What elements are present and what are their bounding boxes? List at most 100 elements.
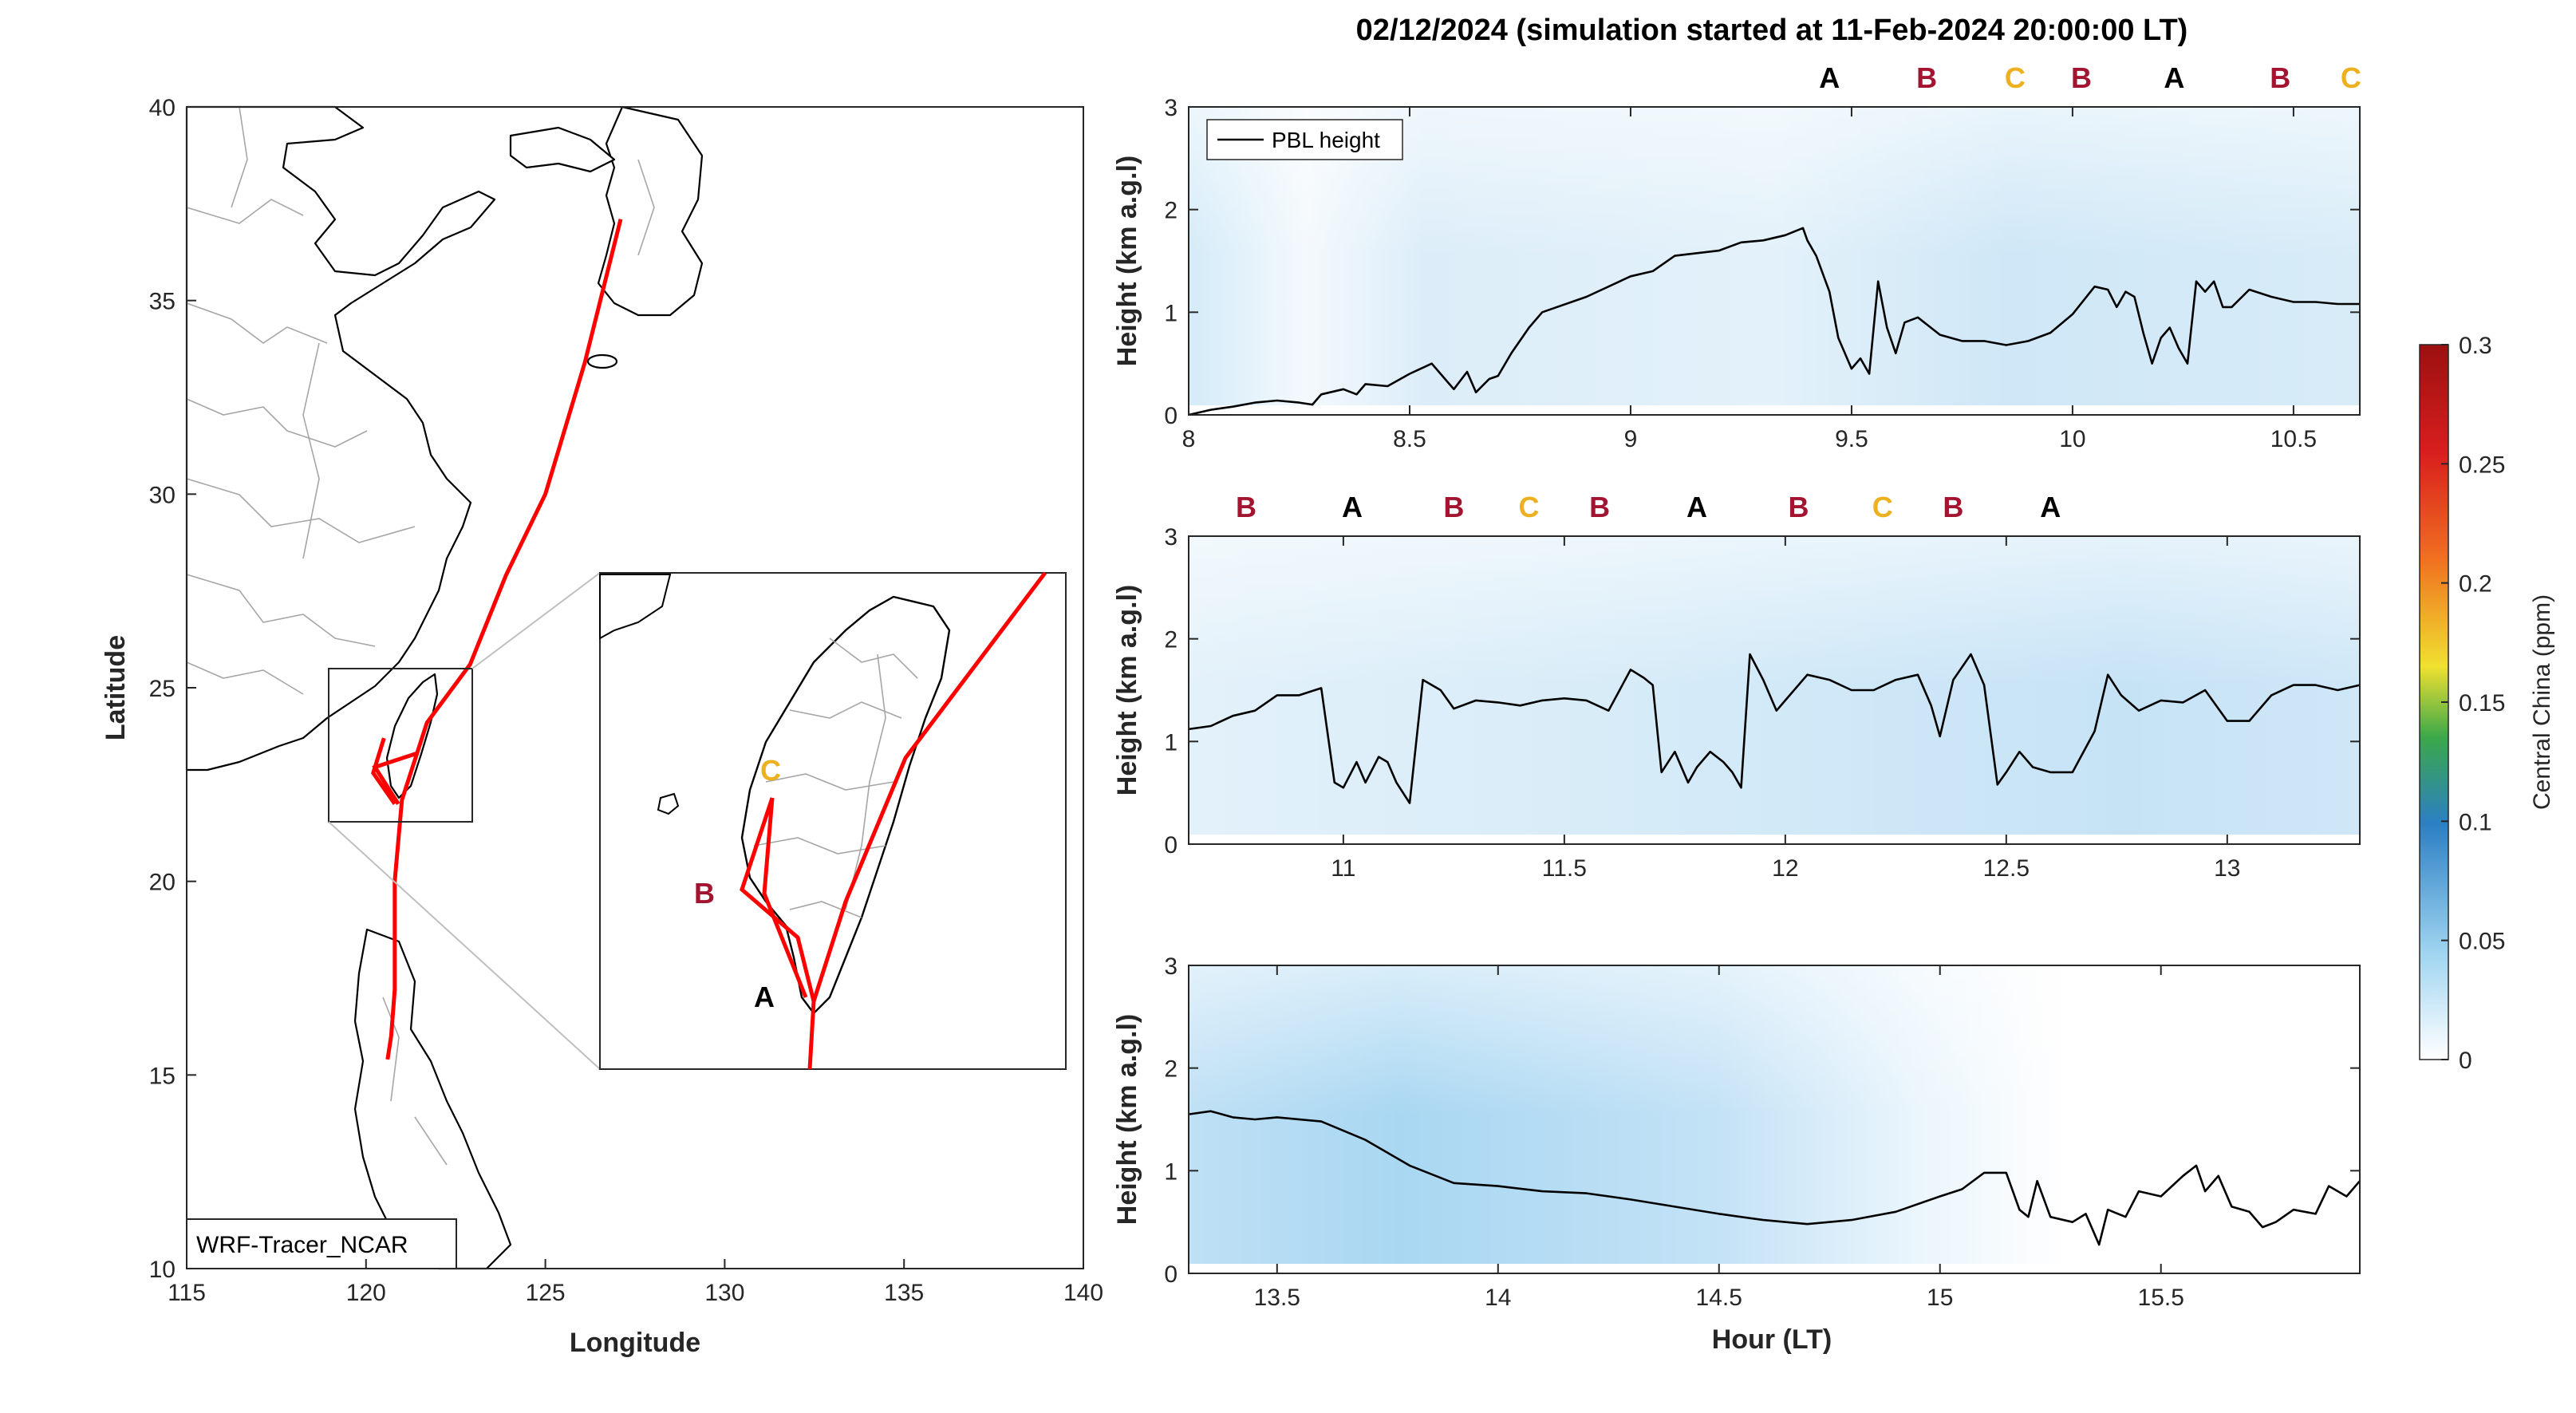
y-tick-label: 2 bbox=[1164, 627, 1178, 653]
site-marker-b: B bbox=[1236, 491, 1256, 523]
x-tick-label: 15 bbox=[1927, 1285, 1953, 1311]
province-borders bbox=[186, 106, 655, 1166]
inset-marker-a: A bbox=[754, 981, 775, 1013]
site-marker-b: B bbox=[1788, 491, 1809, 523]
inset-map: C B A bbox=[599, 571, 1067, 1070]
panel-1-ground-strip bbox=[1189, 405, 2360, 416]
site-marker-c: C bbox=[2341, 61, 2361, 94]
y-axis-label: Height (km a.g.l) bbox=[1112, 585, 1142, 795]
y-tick-label: 0 bbox=[1164, 1261, 1178, 1288]
inset-marker-b: B bbox=[694, 877, 715, 910]
inset-county-borders bbox=[753, 637, 918, 918]
map-x-tick-label: 120 bbox=[346, 1280, 386, 1306]
panel-3-ground-strip bbox=[1189, 1264, 2360, 1275]
x-tick-label: 15.5 bbox=[2138, 1285, 2184, 1311]
model-label-box: WRF-Tracer_NCAR bbox=[186, 1218, 457, 1269]
site-marker-a: A bbox=[1342, 491, 1363, 523]
inset-trajectory-west-1 bbox=[762, 797, 808, 998]
x-tick-label: 13 bbox=[2214, 855, 2240, 882]
map-y-tick-label: 20 bbox=[149, 870, 176, 896]
panel-2 bbox=[1189, 536, 2360, 846]
map-y-tick-label: 25 bbox=[149, 676, 176, 702]
zoom-rectangle bbox=[328, 668, 473, 823]
site-marker-a: A bbox=[1819, 61, 1840, 94]
site-marker-a: A bbox=[1686, 491, 1707, 523]
map-x-tick-label: 140 bbox=[1063, 1280, 1103, 1306]
site-marker-b: B bbox=[1916, 61, 1937, 94]
coastline-layer bbox=[185, 105, 704, 1270]
colorbar: 0 0.05 0.1 0.15 0.2 0.25 0.3 Central China (pp… bbox=[2419, 333, 2555, 1074]
panel-3 bbox=[1189, 965, 2360, 1275]
panel-3-overlay: 13.5 14 14.5 15 15.5 0 1 2 3 Height (km a.g.l) bbox=[1112, 953, 2361, 1311]
site-marker-b: B bbox=[1943, 491, 1963, 523]
map-y-tick-label: 35 bbox=[149, 289, 176, 315]
map-y-label: Latitude bbox=[101, 635, 131, 740]
x-tick-label: 9 bbox=[1624, 426, 1638, 452]
taiwan-trajectory-segments bbox=[371, 737, 417, 806]
colorbar-tick-label: 0 bbox=[2459, 1048, 2472, 1074]
map-y-tick-label: 10 bbox=[149, 1257, 176, 1283]
colorbar-ticks: 0 0.05 0.1 0.15 0.2 0.25 0.3 bbox=[2441, 333, 2505, 1074]
colorbar-tick-label: 0.25 bbox=[2459, 452, 2505, 478]
inset-fujian-coast bbox=[599, 574, 672, 640]
site-marker-c: C bbox=[1519, 491, 1540, 523]
y-tick-label: 0 bbox=[1164, 403, 1178, 429]
colorbar-tick-label: 0.05 bbox=[2459, 929, 2505, 955]
pbl-legend-label: PBL height bbox=[1272, 128, 1380, 152]
y-tick-label: 2 bbox=[1164, 1056, 1178, 1083]
y-tick-label: 2 bbox=[1164, 198, 1178, 224]
site-marker-a: A bbox=[2164, 61, 2184, 94]
x-tick-label: 10 bbox=[2059, 426, 2085, 452]
x-tick-label: 12 bbox=[1772, 855, 1798, 882]
x-tick-label: 10.5 bbox=[2270, 426, 2317, 452]
panel-2-ground-strip bbox=[1189, 835, 2360, 846]
map-x-label: Longitude bbox=[570, 1328, 700, 1358]
map-x-tick-label: 125 bbox=[526, 1280, 566, 1306]
x-tick-label: 13.5 bbox=[1254, 1285, 1300, 1311]
colorbar-tick-label: 0.2 bbox=[2459, 571, 2492, 598]
panel-axes bbox=[1188, 535, 2361, 845]
colorbar-tick-label: 0.3 bbox=[2459, 333, 2492, 359]
map-x-tick-label: 115 bbox=[168, 1280, 206, 1306]
taiwan-segment bbox=[371, 737, 396, 806]
zoom-connector-top bbox=[471, 572, 601, 669]
bohai-coast bbox=[509, 126, 616, 173]
site-marker-b: B bbox=[1443, 491, 1464, 523]
x-tick-label: 14 bbox=[1485, 1285, 1511, 1311]
site-marker-b: B bbox=[1589, 491, 1610, 523]
x-tick-label: 11 bbox=[1331, 855, 1355, 882]
y-tick-label: 0 bbox=[1164, 832, 1178, 858]
inset-penghu bbox=[657, 792, 680, 815]
map-x-tick-label: 135 bbox=[884, 1280, 924, 1306]
y-tick-label: 3 bbox=[1164, 524, 1178, 551]
site-marker-a: A bbox=[2040, 491, 2061, 523]
y-tick-label: 1 bbox=[1164, 729, 1178, 756]
inset-trajectory-east bbox=[807, 571, 1047, 1070]
colorbar-tick-label: 0.1 bbox=[2459, 809, 2492, 835]
site-marker-c: C bbox=[1872, 491, 1893, 523]
y-tick-label: 1 bbox=[1164, 300, 1178, 326]
y-tick-label: 3 bbox=[1164, 95, 1178, 121]
korea-coast bbox=[597, 105, 704, 317]
trajectory-line bbox=[385, 219, 623, 1060]
site-marker-b: B bbox=[2071, 61, 2092, 94]
y-tick-label: 1 bbox=[1164, 1158, 1178, 1185]
panel-axes bbox=[1188, 106, 2361, 416]
pbl-legend: PBL height bbox=[1206, 119, 1403, 160]
y-axis-label: Height (km a.g.l) bbox=[1112, 156, 1142, 366]
chart-title: 02/12/2024 (simulation started at 11-Feb… bbox=[1356, 14, 2188, 47]
x-tick-label: 14.5 bbox=[1696, 1285, 1742, 1311]
site-marker-c: C bbox=[2005, 61, 2026, 94]
colorbar-label: Central China (ppm) bbox=[2529, 594, 2555, 810]
site-marker-b: B bbox=[2270, 61, 2290, 94]
map-panel: C B A WRF-Tracer_NCAR 115 120 125 130 135 140… bbox=[101, 95, 1103, 1358]
panel-axes bbox=[1188, 965, 2361, 1274]
jeju-island bbox=[586, 353, 618, 369]
colorbar-tick-label: 0.15 bbox=[2459, 690, 2505, 716]
x-tick-label: 8 bbox=[1182, 426, 1196, 452]
x-tick-label: 9.5 bbox=[1835, 426, 1868, 452]
pbl-line bbox=[1188, 227, 2360, 416]
